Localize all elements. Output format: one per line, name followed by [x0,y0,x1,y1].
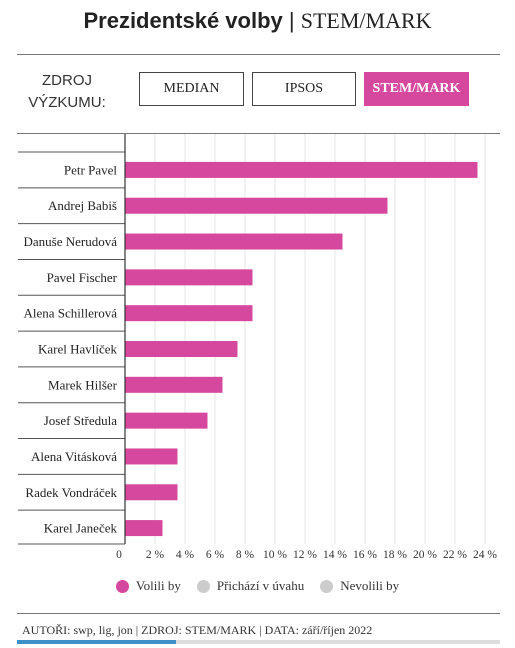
category-label: Alena Vitásková [31,449,117,464]
scroll-progress-fill [17,640,177,644]
category-label: Marek Hilšer [48,377,118,392]
legend-label: Přichází v úvahu [216,578,305,593]
bar [125,233,343,250]
x-tick-label: 12 % [293,549,317,561]
page-title: Prezidentské volby | STEM/MARK [0,8,515,34]
category-label: Alena Schillerová [24,306,118,321]
title-source: STEM/MARK [300,8,432,33]
category-label: Karel Janeček [44,521,118,536]
legend-item-prichazi[interactable]: Přichází v úvahu [196,578,305,594]
category-label: Radek Vondráček [25,485,117,500]
x-tick-label: 16 % [353,549,377,561]
credits-footer: AUTOŘI: swp, lig, jon | ZDROJ: STEM/MARK… [22,623,373,637]
x-tick-label: 18 % [383,549,407,561]
category-label: Josef Středula [44,413,118,428]
category-label: Pavel Fischer [47,270,118,285]
title-main: Prezidentské volby [83,8,283,33]
footer-divider [17,613,500,614]
source-button-ipsos[interactable]: IPSOS [252,72,356,106]
x-tick-label: 22 % [443,549,467,561]
bar [125,448,178,465]
top-divider [17,54,500,55]
legend-item-volili[interactable]: Volili by [115,578,181,594]
source-button-stem-mark[interactable]: STEM/MARK [364,72,469,106]
bar [125,376,223,393]
bar [125,197,388,214]
source-label-line1: ZDROJ [42,72,92,89]
bar [125,484,178,501]
legend-item-nevolili[interactable]: Nevolili by [320,578,399,594]
x-tick-label: 8 % [236,549,255,561]
category-label: Petr Pavel [64,162,117,177]
x-tick-label: 4 % [176,549,195,561]
bar [125,412,208,429]
category-label: Danuše Nerudová [24,234,118,249]
bar [125,305,253,322]
legend-dot-icon [115,579,129,593]
legend-dot-icon [320,579,334,593]
source-button-median[interactable]: MEDIAN [139,72,244,106]
legend-dot-icon [196,579,210,593]
x-tick-label: 2 % [146,549,165,561]
bar [125,520,163,537]
category-label: Andrej Babiš [48,198,117,213]
scroll-progress-track [17,640,500,644]
x-tick-label: 10 % [263,549,287,561]
x-tick-label: 20 % [413,549,437,561]
legend-label: Volili by [135,578,181,593]
bar-chart: 0 2 % 4 % 6 % 8 % 10 % 12 % 14 % 16 % 18 % 20 % 22 … [18,134,497,561]
bar [125,341,238,357]
source-label-line2: VÝZKUMU: [28,94,106,111]
category-label: Karel Havlíček [38,342,118,357]
chart-top-divider [17,133,500,134]
title-separator: | [282,8,301,33]
x-tick-label: 24 % [473,549,497,561]
x-tick-label: 14 % [323,549,347,561]
x-tick-label: 0 [116,549,122,561]
chart-legend: Volili by Přichází v úvahu Nevolili by [0,578,515,594]
legend-label: Nevolili by [340,578,400,593]
x-tick-label: 6 % [206,549,225,561]
source-label: ZDROJ VÝZKUMU: [22,70,112,114]
bar [125,269,253,286]
bar [125,161,478,178]
